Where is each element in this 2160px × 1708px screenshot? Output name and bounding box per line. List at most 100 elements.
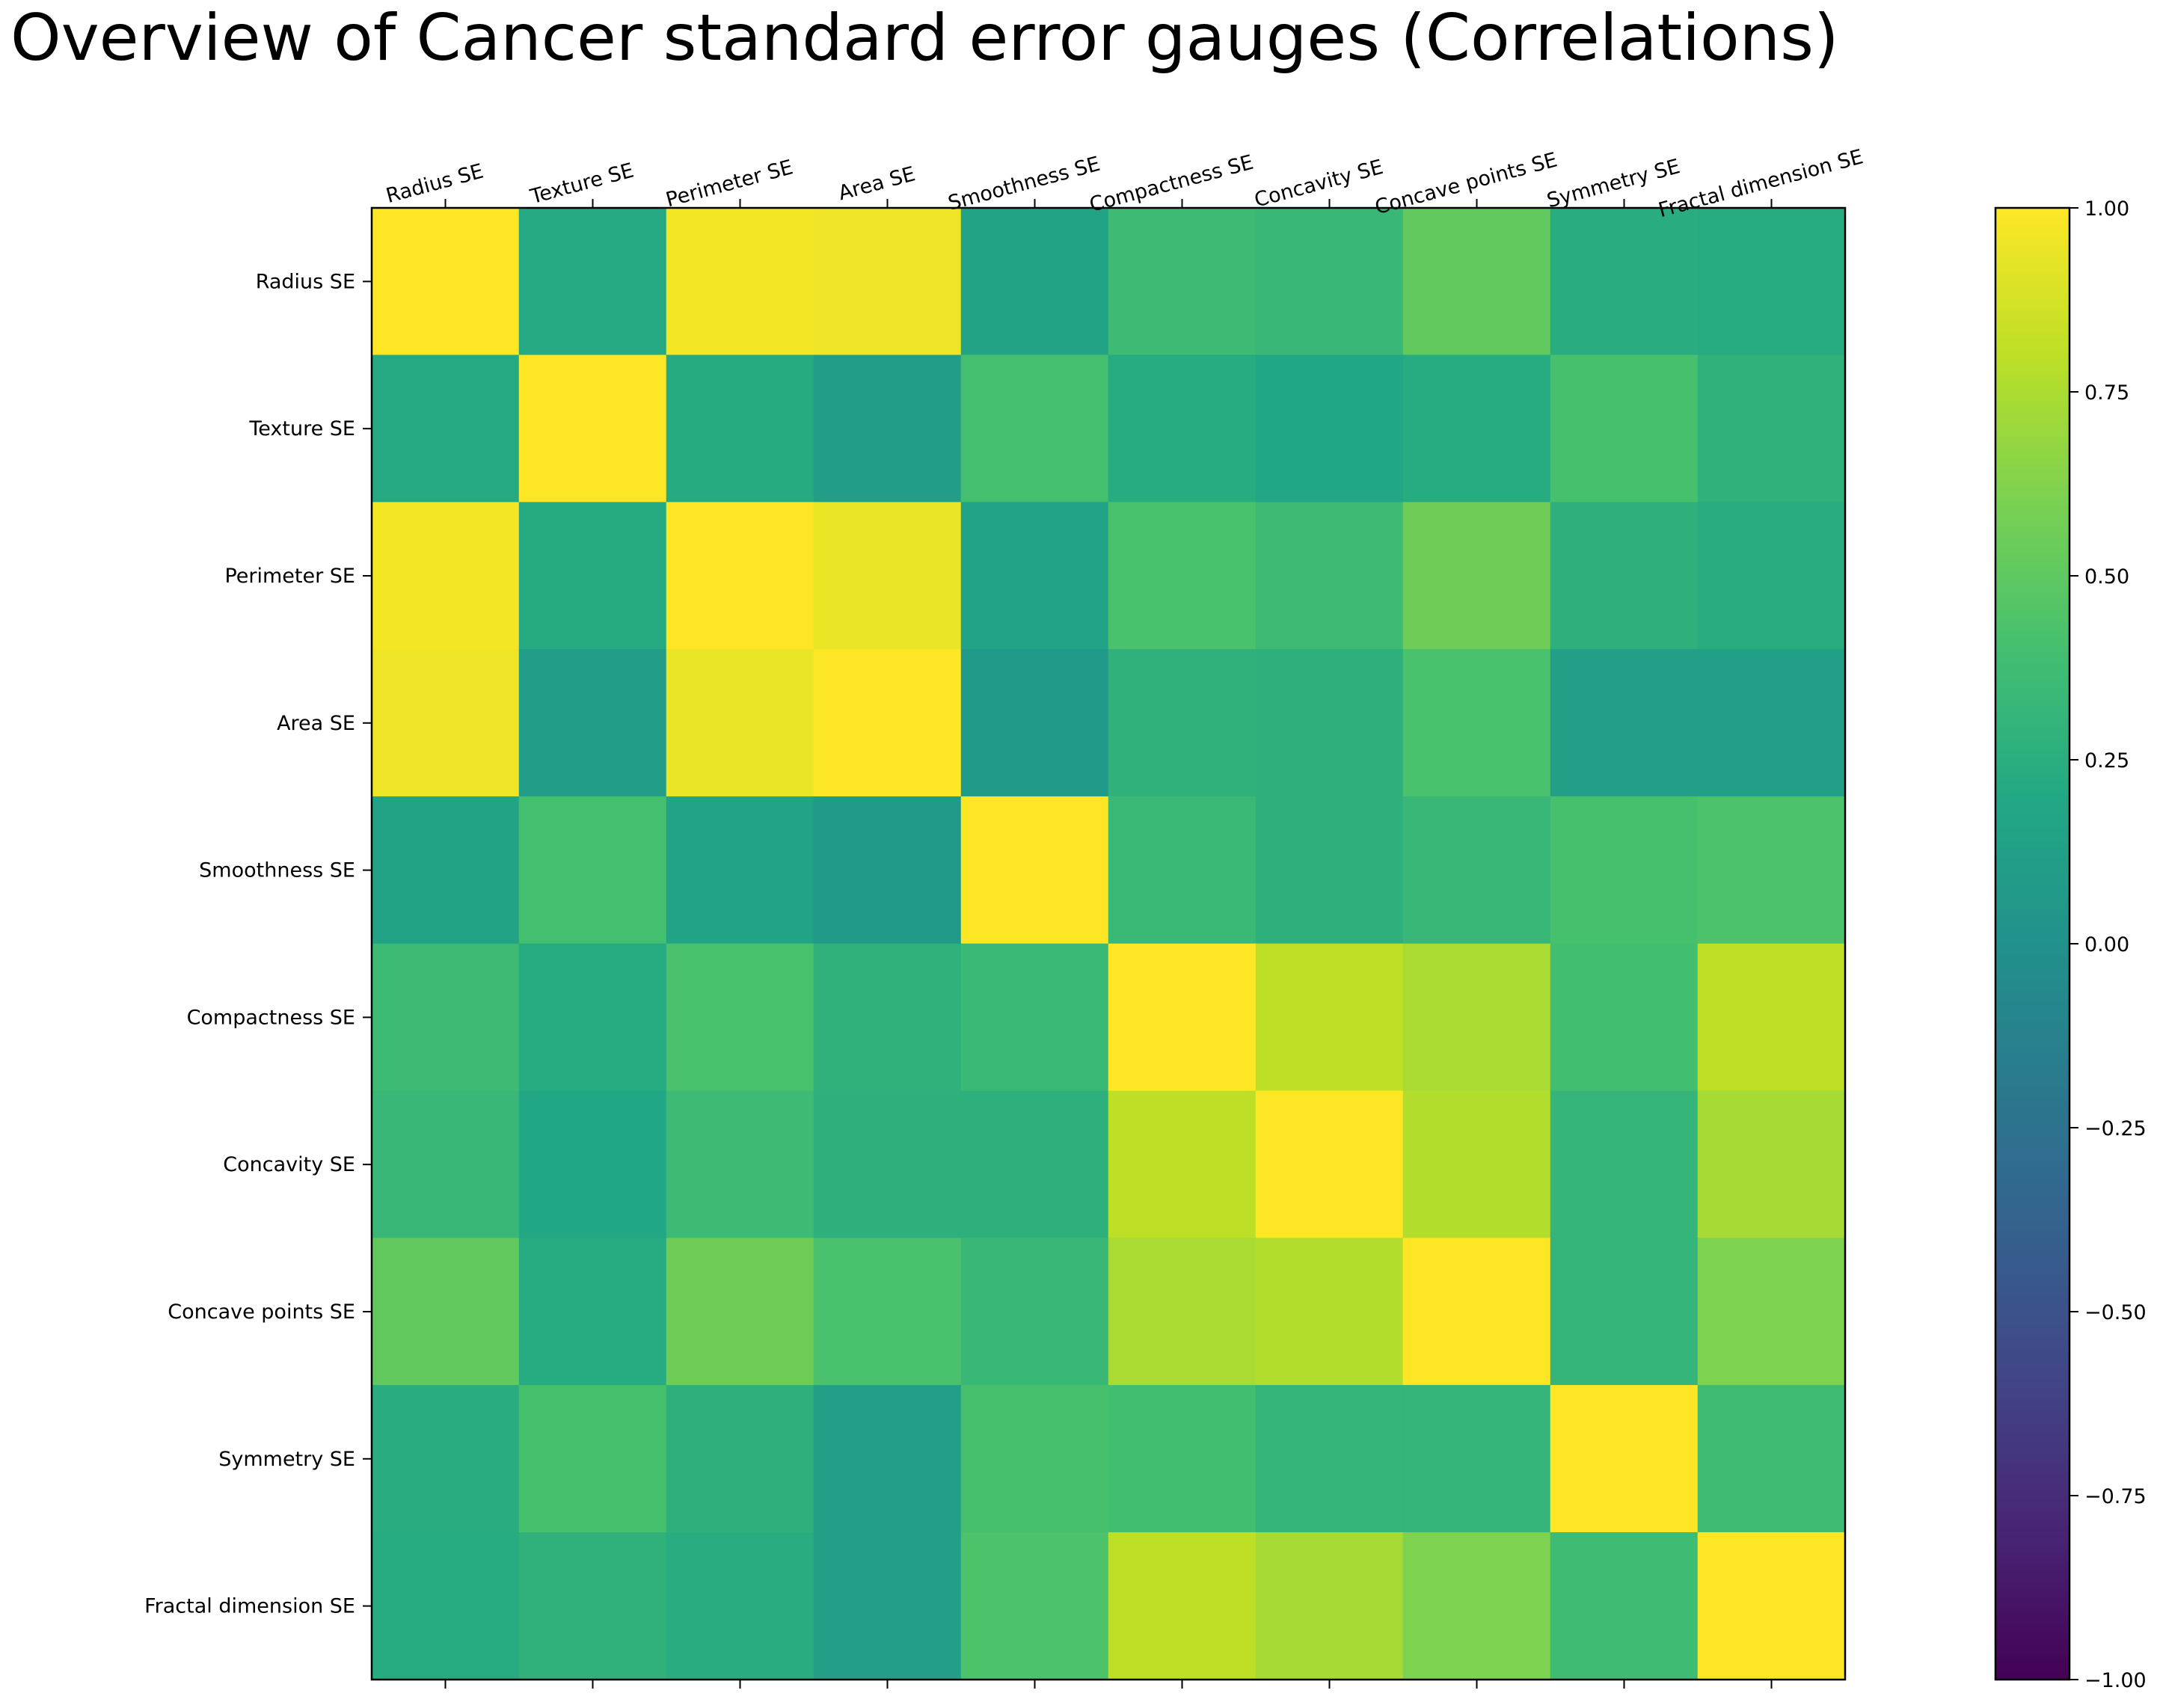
heatmap-cell [518,354,667,503]
heatmap-cell [813,1385,962,1534]
heatmap-cell [1550,1385,1699,1534]
heatmap-cell [666,796,814,944]
y-axis-ticks: Radius SE Texture SE Perimeter SE Area SE Sm… [144,270,372,1618]
x-tick-label: Texture SE [527,159,636,209]
heatmap-cell [371,796,520,944]
heatmap-cell [1550,1532,1699,1680]
y-tick-label: Fractal dimension SE [144,1595,355,1618]
heatmap-cell [1255,502,1404,651]
heatmap-cell [371,207,520,356]
heatmap-cell [1402,1238,1551,1386]
heatmap-cell [518,1238,667,1386]
heatmap-cell [371,1532,520,1680]
heatmap-cell [1255,796,1404,944]
heatmap-cell [1108,502,1257,651]
colorbar-tick-label: −0.25 [2084,1117,2147,1140]
heatmap-cell [1402,354,1551,503]
heatmap-cell [1108,1090,1257,1239]
heatmap-cell [960,502,1109,651]
heatmap-cell [1697,354,1846,503]
heatmap-cell [1108,1238,1257,1386]
heatmap-cell [1402,943,1551,1092]
heatmap-cell [1550,1090,1699,1239]
heatmap-cell [1402,796,1551,944]
heatmap-cell [666,1090,814,1239]
colorbar-tick-label: −0.50 [2084,1301,2147,1324]
y-tick-label: Texture SE [248,417,355,440]
heatmap-cell [1550,796,1699,944]
heatmap-cell [518,796,667,944]
heatmap-cell [813,354,962,503]
heatmap-cell [1697,1090,1846,1239]
heatmap-cell [1550,1238,1699,1386]
heatmap-cell [960,207,1109,356]
colorbar-tick-label: −0.75 [2084,1485,2147,1508]
heatmap-cell [1697,1532,1846,1680]
heatmap-cell [666,207,814,356]
heatmap-cell [960,354,1109,503]
y-tick-label: Area SE [277,712,355,735]
heatmap-cell [960,1238,1109,1386]
heatmap-cell [813,502,962,651]
heatmap-cell [1402,1532,1551,1680]
heatmap-cell [518,502,667,651]
heatmap-cell [1402,1385,1551,1534]
colorbar-tick-label: 1.00 [2084,197,2129,221]
heatmap-cell [1550,502,1699,651]
y-tick-label: Radius SE [256,270,355,293]
heatmap-cell [518,1385,667,1534]
heatmap-cell [1255,649,1404,798]
colorbar: 1.00 0.75 0.50 0.25 0.00 −0.25 −0.50 −0.75 −1.00 [1994,197,2147,1692]
heatmap-cell [960,943,1109,1092]
colorbar-gradient [1995,208,2070,1680]
heatmap-cell [1697,943,1846,1092]
heatmap-cells [371,207,1846,1680]
colorbar-ticks: 1.00 0.75 0.50 0.25 0.00 −0.25 −0.50 −0.75 −1.00 [2070,197,2147,1692]
heatmap-cell [960,1385,1109,1534]
y-tick-label: Concavity SE [223,1153,355,1176]
heatmap-cell [1697,502,1846,651]
heatmap-cell [960,1090,1109,1239]
heatmap-cell [960,1532,1109,1680]
heatmap-cell [1697,796,1846,944]
heatmap-cell [1550,354,1699,503]
x-tick-label: Radius SE [384,160,486,208]
heatmap-cell [1402,1090,1551,1239]
heatmap-cell [518,943,667,1092]
heatmap-cell [813,796,962,944]
heatmap-cell [666,502,814,651]
heatmap-cell [813,1532,962,1680]
heatmap-cell [1108,649,1257,798]
heatmap-cell [666,1385,814,1534]
heatmap-cell [813,943,962,1092]
heatmap-cell [1402,207,1551,356]
heatmap-cell [1550,649,1699,798]
heatmap-cell [1697,1385,1846,1534]
heatmap-cell [666,1238,814,1386]
x-tick-label: Perimeter SE [663,156,796,212]
heatmap-cell [813,649,962,798]
heatmap-cell [1108,796,1257,944]
heatmap-cell [1255,354,1404,503]
x-tick-label: Concavity SE [1252,156,1386,212]
heatmap-cell [518,207,667,356]
heatmap-cell [1255,207,1404,356]
heatmap-cell [666,943,814,1092]
x-tick-label: Area SE [836,162,918,205]
x-tick-label: Smoothness SE [945,153,1102,215]
heatmap-cell [960,649,1109,798]
y-tick-label: Symmetry SE [218,1448,355,1471]
colorbar-tick-label: 0.75 [2084,381,2129,405]
colorbar-tick-label: 0.00 [2084,933,2129,956]
heatmap-cell [371,649,520,798]
heatmap-cell [1402,649,1551,798]
heatmap-cell [371,354,520,503]
y-tick-label: Perimeter SE [224,565,355,588]
heatmap-cell [666,649,814,798]
heatmap-cell [1108,1532,1257,1680]
heatmap-cell [518,1090,667,1239]
heatmap-cell [666,1532,814,1680]
heatmap-cell [1255,1385,1404,1534]
heatmap-cell [666,354,814,503]
